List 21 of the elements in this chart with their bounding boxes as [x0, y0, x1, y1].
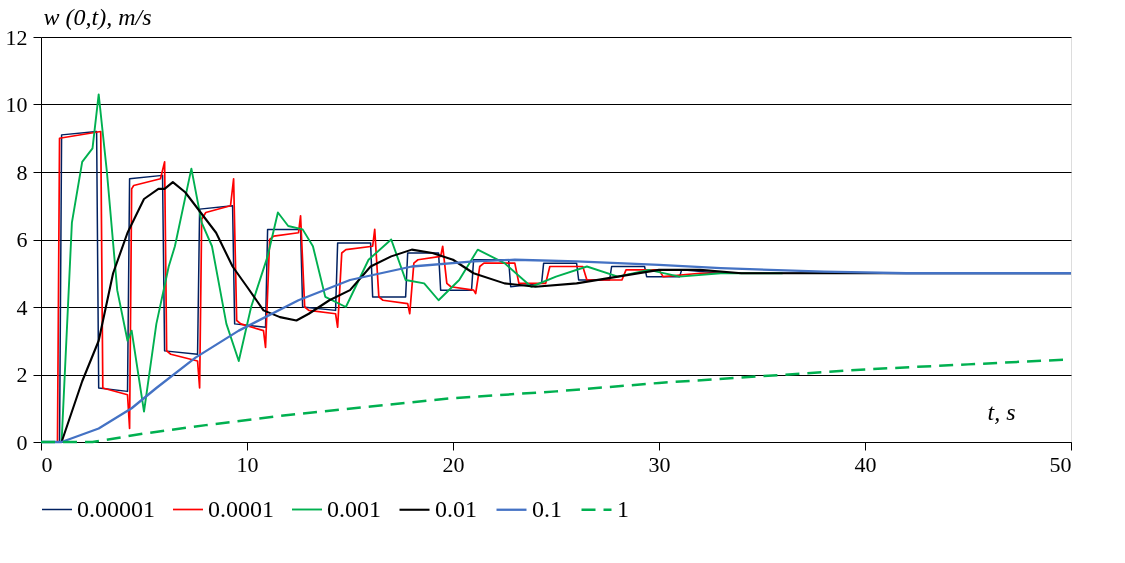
y-tick-label: 12 — [5, 24, 28, 50]
legend-label: 0.1 — [532, 495, 562, 522]
y-axis-title: w (0,t), m/s — [43, 3, 152, 30]
legend-label: 0.01 — [435, 495, 477, 522]
y-tick-label: 2 — [16, 362, 28, 387]
x-tick-label: 40 — [854, 451, 877, 477]
y-tick-label: 10 — [5, 92, 28, 117]
x-axis-title: t, s — [987, 398, 1016, 425]
y-tick-label: 4 — [16, 294, 28, 320]
y-tick-label: 6 — [16, 227, 28, 252]
y-tick-label: 0 — [16, 429, 28, 455]
x-tick-label: 50 — [1049, 451, 1072, 477]
legend-label: 0.001 — [327, 495, 381, 522]
legend-label: 0.0001 — [208, 495, 274, 522]
legend-label: 1 — [617, 495, 629, 522]
x-tick-label: 30 — [648, 451, 671, 477]
legend-label: 0.00001 — [77, 495, 155, 522]
x-tick-label: 20 — [442, 451, 465, 477]
x-tick-label: 0 — [41, 451, 53, 477]
x-tick-label: 10 — [236, 451, 259, 477]
y-tick-label: 8 — [16, 159, 28, 185]
